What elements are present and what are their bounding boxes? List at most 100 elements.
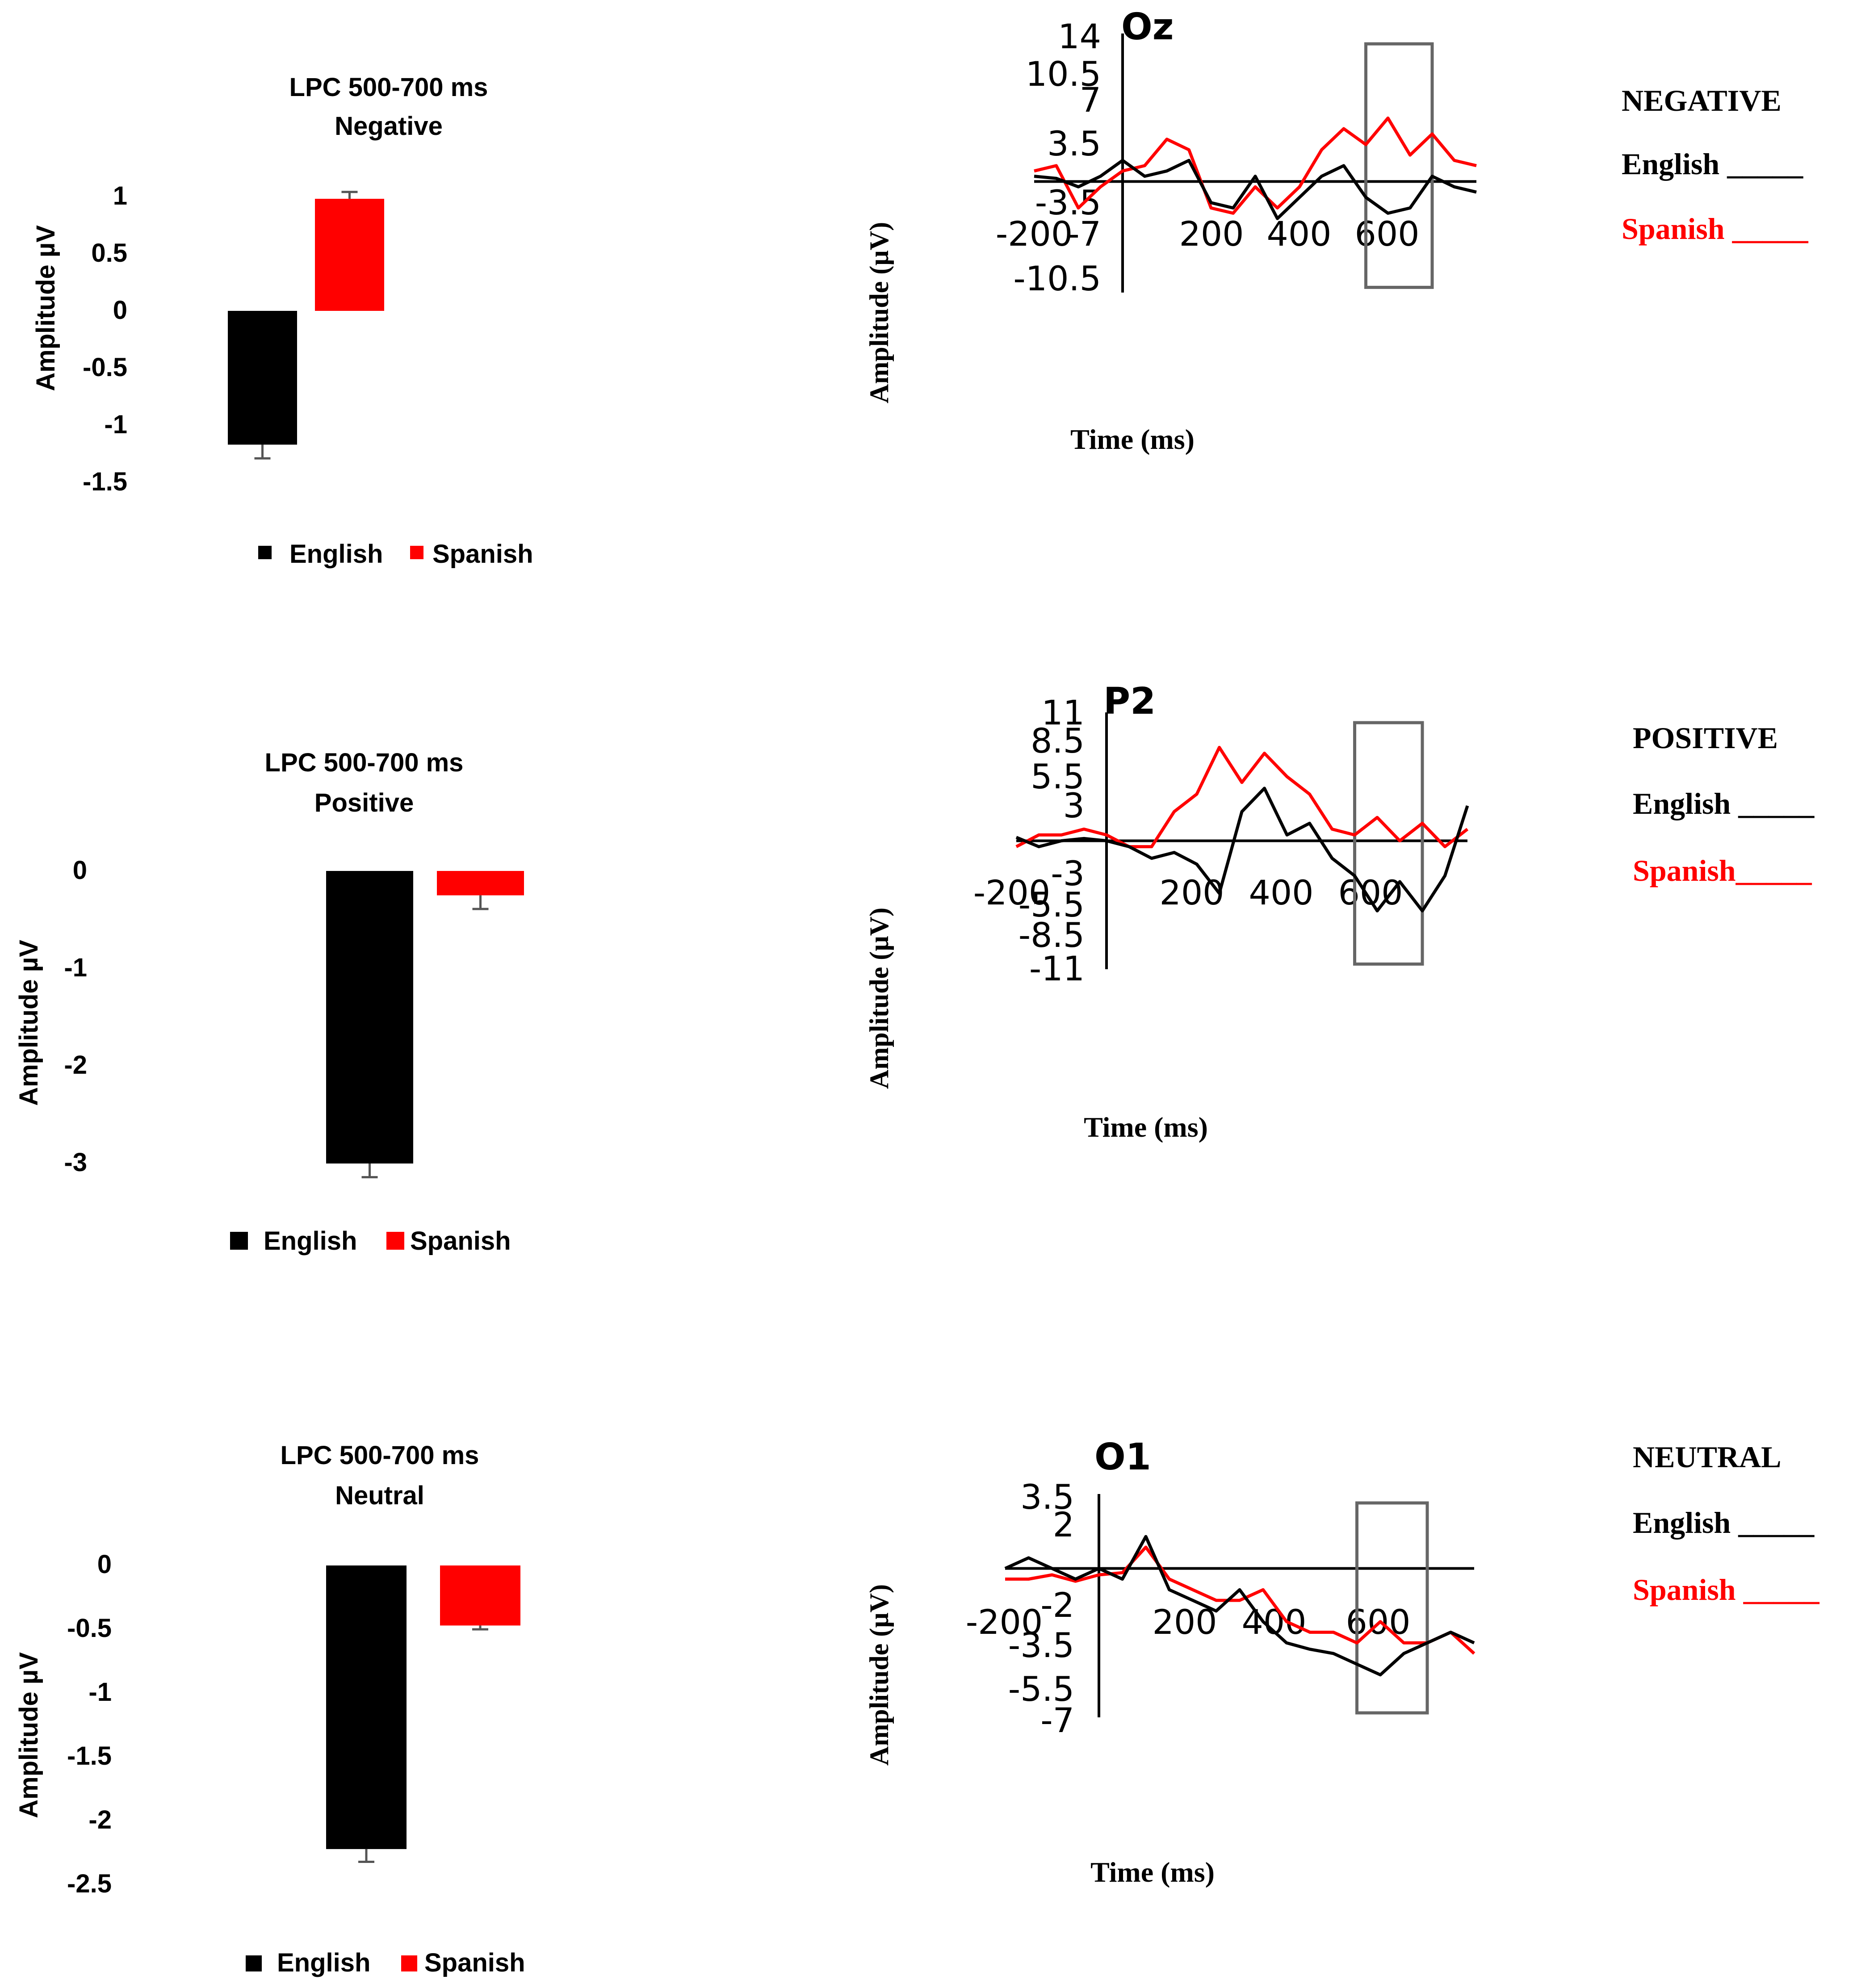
- erp-y-tick-label: 5.5: [1031, 757, 1085, 796]
- bar-tick-label: -0.5: [83, 353, 127, 382]
- erp-y-tick-label: -11: [1029, 949, 1085, 988]
- erp-y-axis-label: Amplitude (µV): [864, 222, 894, 403]
- erp-x-axis-label: Time (ms): [1084, 1111, 1208, 1143]
- legend-spanish: Spanish _____: [1622, 212, 1809, 246]
- bar-tick-label: -1.5: [67, 1741, 112, 1770]
- bar-spanish: [315, 199, 384, 311]
- erp-x-axis-label: Time (ms): [1090, 1856, 1215, 1888]
- lpc-window-box: [1355, 1501, 1429, 1715]
- waveform-spanish: [1015, 745, 1469, 849]
- legend-label-english: English: [264, 1226, 357, 1256]
- bar-tick-label: -1: [88, 1678, 112, 1707]
- erp-y-tick-label: -7: [1040, 1700, 1074, 1740]
- erp-y-tick-label: -7: [1067, 214, 1101, 254]
- erp-y-tick-label: 10.5: [1026, 54, 1101, 94]
- bar-y-axis-label: Amplitude µV: [14, 940, 43, 1106]
- erp-x-tick-label: -200: [966, 1602, 1043, 1642]
- erp-plot-o1: O1 3.5 2 -2 -3.5 -5.5 -7 -200 200 400 60…: [864, 1436, 1820, 1888]
- legend-label-spanish: Spanish: [432, 540, 533, 569]
- erp-x-tick-label: 200: [1159, 873, 1224, 912]
- erp-y-tick-label: -5.5: [1019, 885, 1085, 925]
- erp-y-tick-label: 7: [1080, 80, 1101, 120]
- bar-english: [228, 311, 297, 445]
- bar-marks: [228, 191, 384, 460]
- erp-y-tick-label: -8.5: [1019, 915, 1085, 955]
- bar-english: [326, 871, 413, 1164]
- bar-title-line2: Positive: [314, 788, 414, 817]
- legend-label-english: English: [289, 540, 383, 569]
- legend-swatch-spanish: [386, 1232, 404, 1250]
- erp-y-tick-label: 8.5: [1031, 721, 1085, 761]
- bar-tick-label: -2: [88, 1805, 112, 1834]
- waveform-english: [1004, 1535, 1475, 1677]
- bar-tick-label: -1: [104, 410, 127, 439]
- condition-title: POSITIVE: [1633, 721, 1778, 755]
- legend-label-english: English: [277, 1948, 370, 1977]
- erp-x-tick-label: 400: [1266, 214, 1331, 254]
- bar-title-line1: LPC 500-700 ms: [289, 73, 488, 102]
- condition-title: NEUTRAL: [1633, 1440, 1782, 1474]
- erp-x-axis-label: Time (ms): [1070, 423, 1195, 455]
- erp-y-tick-label: -5.5: [1008, 1669, 1074, 1709]
- waveform-spanish: [1005, 1545, 1476, 1655]
- bar-chart-positive: LPC 500-700 ms Positive Amplitude µV 0 -…: [14, 748, 524, 1256]
- erp-y-tick-label: 2: [1053, 1505, 1074, 1544]
- lpc-window-box: [1353, 721, 1424, 966]
- erp-y-tick-label: -3.5: [1008, 1625, 1074, 1665]
- legend-english: English _____: [1633, 1506, 1815, 1540]
- electrode-label: Oz: [1121, 6, 1174, 48]
- legend-spanish: Spanish_____: [1633, 854, 1812, 887]
- erp-x-tick-label: 200: [1179, 214, 1244, 254]
- bar-title-line1: LPC 500-700 ms: [265, 748, 464, 777]
- erp-y-tick-label: 3.5: [1047, 124, 1101, 163]
- waveform-spanish: [1034, 116, 1477, 215]
- bar-tick-label: -0.5: [67, 1614, 112, 1643]
- bar-title-line2: Neutral: [335, 1481, 424, 1510]
- bar-chart-negative: LPC 500-700 ms Negative Amplitude µV 1 0…: [31, 73, 533, 569]
- erp-y-tick-label: 14: [1058, 17, 1101, 56]
- legend-english: English _____: [1622, 147, 1803, 181]
- legend-swatch-english: [230, 1232, 248, 1250]
- erp-y-tick-label: 3.5: [1020, 1477, 1074, 1517]
- erp-x-tick-label: -200: [996, 214, 1073, 254]
- legend-spanish: Spanish _____: [1633, 1573, 1820, 1607]
- bar-tick-label: -2: [64, 1051, 87, 1080]
- erp-x-tick-label: -200: [973, 873, 1050, 912]
- bar-chart-neutral: LPC 500-700 ms Neutral Amplitude µV 0 -0…: [14, 1441, 525, 1977]
- erp-plot-oz: Oz 14 10.5 7 3.5 -3.5 -7 -10.5 -200 200 …: [864, 6, 1809, 455]
- bar-english: [326, 1565, 407, 1849]
- bar-spanish: [437, 871, 524, 896]
- bar-tick-label: 1: [113, 181, 127, 210]
- erp-x-tick-label: 200: [1152, 1602, 1217, 1642]
- legend-english: English _____: [1633, 787, 1815, 820]
- bar-tick-label: -2.5: [67, 1869, 112, 1898]
- erp-y-axis-label: Amplitude (µV): [864, 1584, 894, 1766]
- erp-y-tick-label: 11: [1041, 693, 1085, 732]
- legend-label-spanish: Spanish: [410, 1226, 511, 1256]
- bar-tick-label: 0: [73, 856, 87, 885]
- bar-tick-label: -1: [64, 953, 87, 982]
- waveform-english: [1034, 159, 1477, 220]
- erp-marks: [1034, 33, 1477, 293]
- bar-tick-label: -1.5: [83, 467, 127, 496]
- electrode-label: O1: [1094, 1436, 1151, 1478]
- bar-spanish: [440, 1565, 520, 1626]
- bar-marks: [326, 871, 524, 1179]
- bar-tick-label: 0: [113, 296, 127, 325]
- condition-title: NEGATIVE: [1622, 84, 1782, 117]
- bar-tick-label: 0.5: [91, 239, 127, 268]
- lpc-window-box: [1364, 42, 1434, 289]
- legend-label-spanish: Spanish: [424, 1948, 525, 1977]
- erp-y-tick-label: -10.5: [1013, 259, 1101, 298]
- bar-tick-label: -3: [64, 1148, 87, 1177]
- legend-swatch-english: [258, 546, 272, 559]
- bar-tick-label: 0: [97, 1550, 112, 1579]
- erp-y-tick-label: 3: [1063, 786, 1085, 825]
- bar-y-axis-label: Amplitude µV: [31, 225, 60, 391]
- erp-x-tick-label: 400: [1249, 873, 1313, 912]
- legend-swatch-english: [246, 1955, 262, 1971]
- waveform-english: [1015, 787, 1469, 912]
- legend-swatch-spanish: [401, 1955, 417, 1971]
- bar-marks: [326, 1565, 520, 1863]
- erp-y-tick-label: -2: [1040, 1585, 1074, 1625]
